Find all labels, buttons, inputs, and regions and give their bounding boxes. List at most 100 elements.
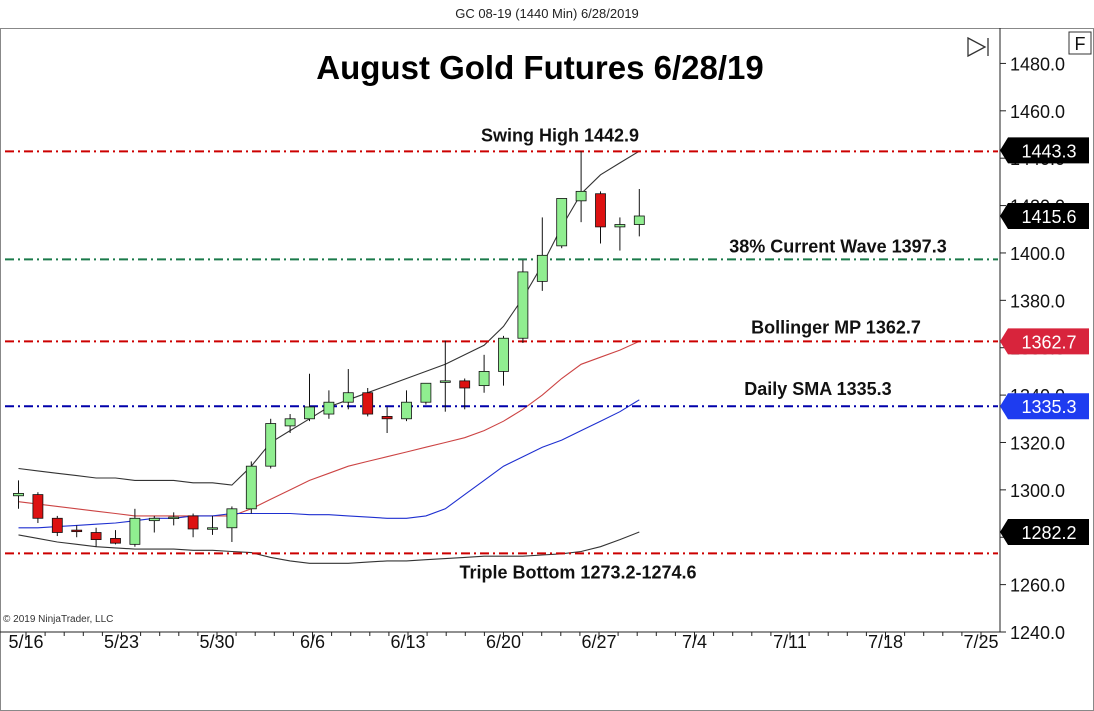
price-tick-label: 1240.0 xyxy=(1010,623,1065,643)
candle xyxy=(556,198,568,249)
candle xyxy=(304,373,315,422)
price-tag: 1282.2 xyxy=(1000,519,1089,546)
candle-body xyxy=(595,193,606,228)
price-tag-shape xyxy=(1000,328,1089,355)
candle xyxy=(614,217,626,251)
level-label: Daily SMA 1335.3 xyxy=(744,379,891,399)
price-tick-label: 1380.0 xyxy=(1010,291,1065,311)
bollinger_upper-line xyxy=(18,150,640,486)
tick-marks xyxy=(25,62,1006,640)
candle-body xyxy=(362,392,374,415)
candle xyxy=(129,508,141,547)
level-label: Swing High 1442.9 xyxy=(481,125,639,145)
candle-body xyxy=(13,493,24,497)
candle xyxy=(362,387,374,417)
time-tick-label: 6/20 xyxy=(486,632,521,652)
candle xyxy=(168,512,180,526)
price-tick-label: 1260.0 xyxy=(1010,576,1065,596)
candle-body xyxy=(148,517,160,522)
candle-body xyxy=(71,529,83,533)
candle xyxy=(439,340,451,412)
candle xyxy=(90,527,102,547)
candle-body xyxy=(32,494,44,519)
price-tick-label: 1320.0 xyxy=(1010,433,1065,453)
price-tick-label: 1480.0 xyxy=(1010,54,1065,74)
scroll-to-end-icon[interactable] xyxy=(967,36,989,58)
candlesticks xyxy=(13,151,645,547)
candle-body xyxy=(614,224,626,228)
price-tag: 1335.3 xyxy=(1000,393,1089,420)
candle xyxy=(536,217,548,291)
candle-body xyxy=(51,517,63,533)
candle-body xyxy=(575,190,587,202)
candle-body xyxy=(381,416,393,420)
candle xyxy=(459,378,471,410)
candle xyxy=(284,414,296,433)
candle xyxy=(517,260,529,343)
candle xyxy=(51,515,63,537)
level-label: Bollinger MP 1362.7 xyxy=(751,317,921,337)
candle-body xyxy=(207,527,218,530)
price-tag-label: 1415.6 xyxy=(1021,207,1076,227)
candle-body xyxy=(323,401,335,415)
candle xyxy=(498,335,509,386)
price-tags: 1443.3 1415.6 1362.7 1335.3 1282.2 xyxy=(1000,137,1089,546)
time-tick-label: 7/18 xyxy=(868,632,903,652)
candle-body xyxy=(459,380,471,389)
time-axis-labels: 5/16 5/23 5/30 6/6 6/13 6/20 6/27 7/4 7/11 7/18 7/… xyxy=(8,632,998,652)
level-label: 38% Current Wave 1397.3 xyxy=(729,236,946,256)
time-tick-label: 5/23 xyxy=(104,632,139,652)
time-tick-label: 5/16 xyxy=(8,632,43,652)
candle-body xyxy=(187,515,199,530)
candle xyxy=(207,515,218,535)
price-tag-label: 1443.3 xyxy=(1021,141,1076,161)
candle-body xyxy=(265,423,277,467)
candle-body xyxy=(420,382,432,403)
candle-body xyxy=(439,380,451,383)
candle-body xyxy=(245,465,257,510)
candle xyxy=(420,382,432,405)
candle xyxy=(265,418,277,469)
candle xyxy=(633,188,645,237)
candle xyxy=(323,390,335,419)
candle-body xyxy=(401,401,412,420)
bollinger_lower-line xyxy=(18,531,640,564)
candle xyxy=(110,530,121,545)
price-tag-shape xyxy=(1000,137,1089,164)
candle xyxy=(226,506,238,542)
time-tick-label: 5/30 xyxy=(199,632,234,652)
price-tag-label: 1282.2 xyxy=(1021,523,1076,543)
candle-body xyxy=(168,516,180,520)
candle xyxy=(13,480,24,509)
time-tick-label: 7/4 xyxy=(682,632,707,652)
price-tag-label: 1335.3 xyxy=(1021,397,1076,417)
candle xyxy=(595,191,606,244)
candle-body xyxy=(110,538,121,544)
chart-header: GC 08-19 (1440 Min) 6/28/2019 xyxy=(455,6,639,21)
candle xyxy=(32,492,44,524)
level-label: Triple Bottom 1273.2-1274.6 xyxy=(459,562,696,582)
time-tick-label: 6/6 xyxy=(300,632,325,652)
candle-body xyxy=(498,337,509,372)
candle-body xyxy=(633,215,645,225)
chart-title: August Gold Futures 6/28/19 xyxy=(316,49,763,86)
candle xyxy=(187,513,199,538)
candle-body xyxy=(556,198,568,247)
price-tick-label: 1300.0 xyxy=(1010,481,1065,501)
candle xyxy=(71,525,83,538)
price-tag-shape xyxy=(1000,393,1089,420)
candle-body xyxy=(90,532,102,541)
candle-body xyxy=(226,508,238,529)
candle-body xyxy=(304,406,315,420)
candle-body xyxy=(129,517,141,545)
price-tag: 1415.6 xyxy=(1000,202,1089,229)
bollinger_middle-line xyxy=(18,340,640,517)
time-tick-label: 6/27 xyxy=(581,632,616,652)
indicator-lines xyxy=(18,150,640,564)
candle xyxy=(148,515,160,533)
f-button-label: F xyxy=(1075,34,1086,54)
candle xyxy=(342,369,354,410)
price-tag-shape xyxy=(1000,519,1089,546)
candle-body xyxy=(478,371,490,387)
f-button[interactable]: F xyxy=(1068,31,1092,55)
